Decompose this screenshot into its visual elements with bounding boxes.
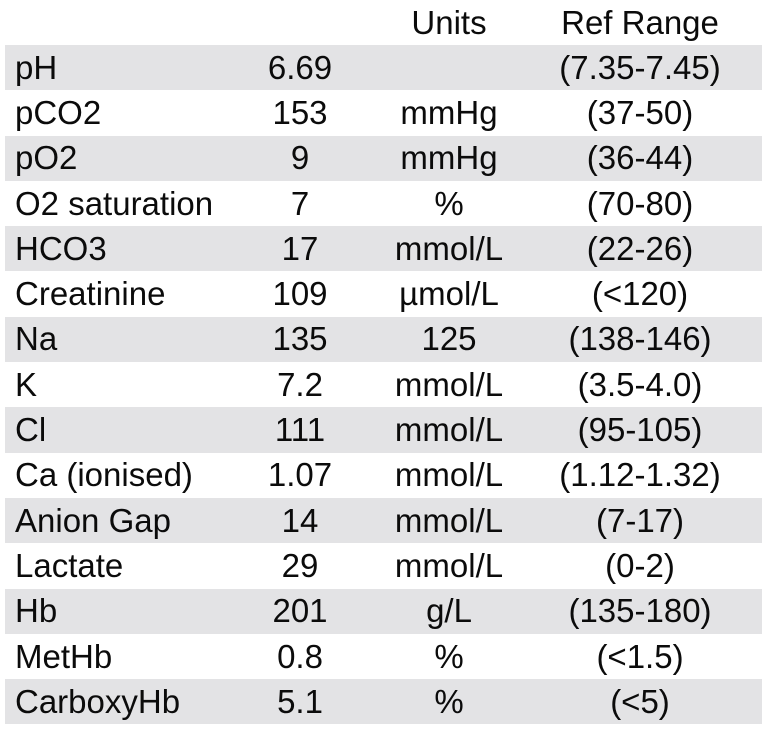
ref-range-cell: (36-44) <box>586 139 694 177</box>
table-row: Lactate 29 mmol/L (0-2) <box>5 543 762 588</box>
ref-range-header: Ref Range <box>561 3 719 41</box>
value-cell: 109 <box>272 275 328 313</box>
value-header <box>220 0 380 45</box>
table-row: Hb 201 g/L (135-180) <box>5 588 762 634</box>
table-row: Cl 111 mmol/L (95-105) <box>5 407 762 453</box>
table-row: pH 6.69 (7.35-7.45) <box>5 45 762 91</box>
value-cell: 9 <box>290 139 310 177</box>
test-name-cell: MetHb <box>15 637 113 675</box>
test-name-cell: pH <box>15 48 58 86</box>
units-cell: mmol/L <box>394 456 504 494</box>
ref-range-cell: (135-180) <box>568 592 712 630</box>
test-name-cell: K <box>15 365 38 403</box>
test-name-cell: pCO2 <box>15 93 102 131</box>
units-cell: g/L <box>426 592 472 630</box>
table-row: K 7.2 mmol/L (3.5-4.0) <box>5 362 762 407</box>
value-cell: 111 <box>274 411 326 449</box>
ref-range-cell: (<120) <box>591 275 689 313</box>
value-cell: 14 <box>281 501 319 539</box>
units-cell: % <box>434 682 464 720</box>
table-row: O2 saturation 7 % (70-80) <box>5 181 762 226</box>
units-cell: % <box>434 637 464 675</box>
ref-range-cell: (70-80) <box>586 184 694 222</box>
value-cell: 1.07 <box>267 456 333 494</box>
table-row: Creatinine 109 µmol/L (<120) <box>5 271 762 316</box>
header-row: Units Ref Range <box>5 0 762 45</box>
table-header: Units Ref Range <box>5 0 762 45</box>
units-header: Units <box>411 3 487 41</box>
units-cell: % <box>434 184 464 222</box>
ref-range-cell: (138-146) <box>568 320 712 358</box>
table-row: Na 135 125 (138-146) <box>5 316 762 363</box>
test-name-cell: Anion Gap <box>15 501 171 539</box>
units-cell: µmol/L <box>399 275 499 313</box>
value-cell: 7.2 <box>277 365 323 403</box>
test-name-cell: HCO3 <box>15 229 107 267</box>
value-cell: 7 <box>290 184 310 222</box>
table-row: HCO3 17 mmol/L (22-26) <box>5 226 762 272</box>
units-cell: mmol/L <box>394 501 504 539</box>
table-row: Ca (ionised) 1.07 mmol/L (1.12-1.32) <box>5 453 762 498</box>
ref-range-cell: (1.12-1.32) <box>559 456 721 494</box>
value-cell: 5.1 <box>277 682 323 720</box>
units-cell: mmol/L <box>394 365 504 403</box>
test-name-cell: Ca (ionised) <box>15 456 193 494</box>
value-cell: 135 <box>272 320 328 358</box>
ref-range-cell: (<5) <box>610 682 670 720</box>
units-cell <box>380 45 518 90</box>
ref-range-cell: (37-50) <box>586 93 694 131</box>
test-name-cell: pO2 <box>15 139 78 177</box>
units-cell: mmol/L <box>394 546 504 584</box>
value-cell: 29 <box>281 546 319 584</box>
value-cell: 201 <box>272 592 328 630</box>
value-cell: 6.69 <box>267 48 333 86</box>
units-cell: mmol/L <box>394 229 504 267</box>
test-name-cell: CarboxyHb <box>15 682 181 720</box>
table-row: CarboxyHb 5.1 % (<5) <box>5 679 762 725</box>
ref-range-cell: (22-26) <box>586 229 694 267</box>
value-cell: 17 <box>281 229 319 267</box>
ref-range-cell: (7.35-7.45) <box>559 48 721 86</box>
test-name-cell: Hb <box>15 592 58 630</box>
units-cell: 125 <box>421 320 477 358</box>
test-name-cell: Cl <box>15 411 47 449</box>
ref-range-cell: (3.5-4.0) <box>577 365 703 403</box>
ref-range-cell: (0-2) <box>605 546 675 584</box>
units-cell: mmHg <box>400 93 498 131</box>
table-row: pO2 9 mmHg (36-44) <box>5 135 762 181</box>
value-cell: 0.8 <box>277 637 323 675</box>
table-row: pCO2 153 mmHg (37-50) <box>5 90 762 135</box>
ref-range-cell: (95-105) <box>577 411 703 449</box>
lab-results-table: Units Ref Range pH 6.69 (7.35-7.45) pCO2… <box>5 0 762 725</box>
test-name-cell: Creatinine <box>15 275 166 313</box>
value-cell: 153 <box>272 93 328 131</box>
ref-range-cell: (7-17) <box>595 501 685 539</box>
test-name-cell: O2 saturation <box>15 184 214 222</box>
table-row: MetHb 0.8 % (<1.5) <box>5 634 762 679</box>
test-name-cell: Na <box>15 320 58 358</box>
table-body: pH 6.69 (7.35-7.45) pCO2 153 mmHg (37-50… <box>5 45 762 725</box>
units-cell: mmol/L <box>394 411 504 449</box>
test-name-header <box>5 0 220 45</box>
ref-range-cell: (<1.5) <box>596 637 684 675</box>
test-name-cell: Lactate <box>15 546 124 584</box>
units-cell: mmHg <box>400 139 498 177</box>
table-row: Anion Gap 14 mmol/L (7-17) <box>5 497 762 544</box>
